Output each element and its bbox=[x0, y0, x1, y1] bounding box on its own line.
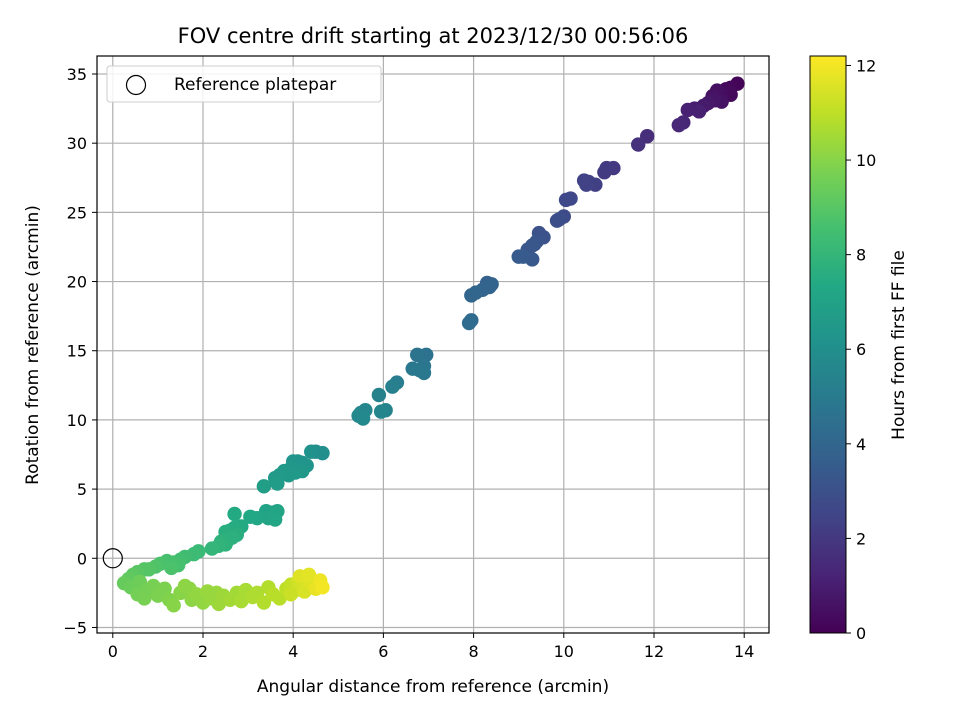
data-point bbox=[227, 506, 242, 522]
data-point bbox=[137, 591, 152, 606]
x-axis-ticks: 0 2 4 6 8 10 12 14 bbox=[108, 633, 754, 661]
data-points bbox=[102, 76, 745, 613]
data-point bbox=[464, 288, 479, 303]
data-point bbox=[234, 593, 249, 609]
colorbar-tick-label: 8 bbox=[856, 246, 866, 265]
y-axis-label: Rotation from reference (arcmin) bbox=[23, 205, 43, 485]
data-point bbox=[301, 567, 317, 583]
x-tick-label: 6 bbox=[378, 642, 388, 661]
colorbar-tick-label: 2 bbox=[856, 529, 866, 548]
x-tick-label: 2 bbox=[198, 642, 208, 661]
x-tick-label: 10 bbox=[554, 642, 574, 661]
chart-title: FOV centre drift starting at 2023/12/30 … bbox=[178, 24, 689, 48]
colorbar-tick-label: 12 bbox=[856, 56, 876, 75]
data-point bbox=[631, 137, 646, 152]
data-point bbox=[355, 411, 371, 426]
data-point bbox=[267, 512, 283, 527]
data-point bbox=[410, 347, 425, 363]
y-tick-label: 30 bbox=[67, 134, 87, 153]
data-point bbox=[671, 117, 686, 133]
data-point bbox=[461, 315, 477, 331]
x-tick-label: 8 bbox=[468, 642, 478, 661]
data-point bbox=[558, 192, 574, 208]
data-point bbox=[371, 387, 387, 403]
x-tick-label: 4 bbox=[288, 642, 298, 661]
data-point bbox=[270, 476, 285, 491]
data-point bbox=[315, 580, 330, 595]
data-point bbox=[549, 213, 565, 228]
colorbar: 0 2 4 6 8 10 12 Hours from first FF file bbox=[809, 55, 909, 643]
y-tick-label: 25 bbox=[67, 203, 87, 222]
data-point bbox=[385, 379, 400, 394]
colorbar-tick-label: 6 bbox=[856, 340, 866, 359]
legend-marker-reference bbox=[125, 74, 147, 96]
data-point bbox=[166, 598, 181, 613]
y-tick-label: 20 bbox=[67, 273, 87, 292]
plot-frame bbox=[96, 55, 770, 634]
legend-label-reference: Reference platepar bbox=[174, 75, 336, 95]
data-point bbox=[576, 173, 592, 188]
y-tick-label: −5 bbox=[63, 618, 87, 637]
y-tick-label: 10 bbox=[67, 411, 87, 430]
data-point bbox=[283, 587, 299, 602]
data-point bbox=[416, 365, 432, 381]
colorbar-ticks: 0 2 4 6 8 10 12 bbox=[846, 56, 876, 643]
data-point bbox=[691, 104, 707, 119]
data-point bbox=[204, 541, 220, 556]
y-axis-ticks: −5 0 5 10 15 20 25 30 35 bbox=[63, 65, 97, 637]
x-tick-label: 0 bbox=[108, 642, 118, 661]
legend: Reference platepar bbox=[106, 65, 382, 103]
x-axis-label: Angular distance from reference (arcmin) bbox=[257, 677, 609, 697]
y-tick-label: 15 bbox=[67, 342, 87, 361]
y-tick-label: 35 bbox=[67, 65, 87, 84]
y-tick-label: 5 bbox=[77, 480, 87, 499]
data-point bbox=[680, 102, 696, 118]
colorbar-tick-label: 0 bbox=[856, 624, 866, 643]
colorbar-gradient bbox=[809, 55, 847, 634]
data-point bbox=[405, 361, 420, 376]
x-tick-label: 12 bbox=[644, 642, 664, 661]
reference-platepar-marker bbox=[102, 548, 123, 569]
x-tick-label: 14 bbox=[734, 642, 754, 661]
y-tick-label: 0 bbox=[77, 549, 87, 568]
data-point bbox=[164, 560, 179, 576]
data-point bbox=[597, 165, 612, 180]
colorbar-tick-label: 10 bbox=[856, 151, 876, 170]
grid-lines bbox=[97, 56, 769, 633]
legend-box bbox=[106, 65, 382, 103]
colorbar-tick-label: 4 bbox=[856, 435, 866, 454]
data-point bbox=[243, 509, 258, 524]
data-point bbox=[373, 404, 389, 419]
data-point bbox=[256, 479, 272, 494]
data-point bbox=[157, 581, 172, 596]
colorbar-label: Hours from first FF file bbox=[889, 250, 909, 440]
data-point bbox=[304, 444, 319, 459]
data-point bbox=[511, 249, 526, 264]
